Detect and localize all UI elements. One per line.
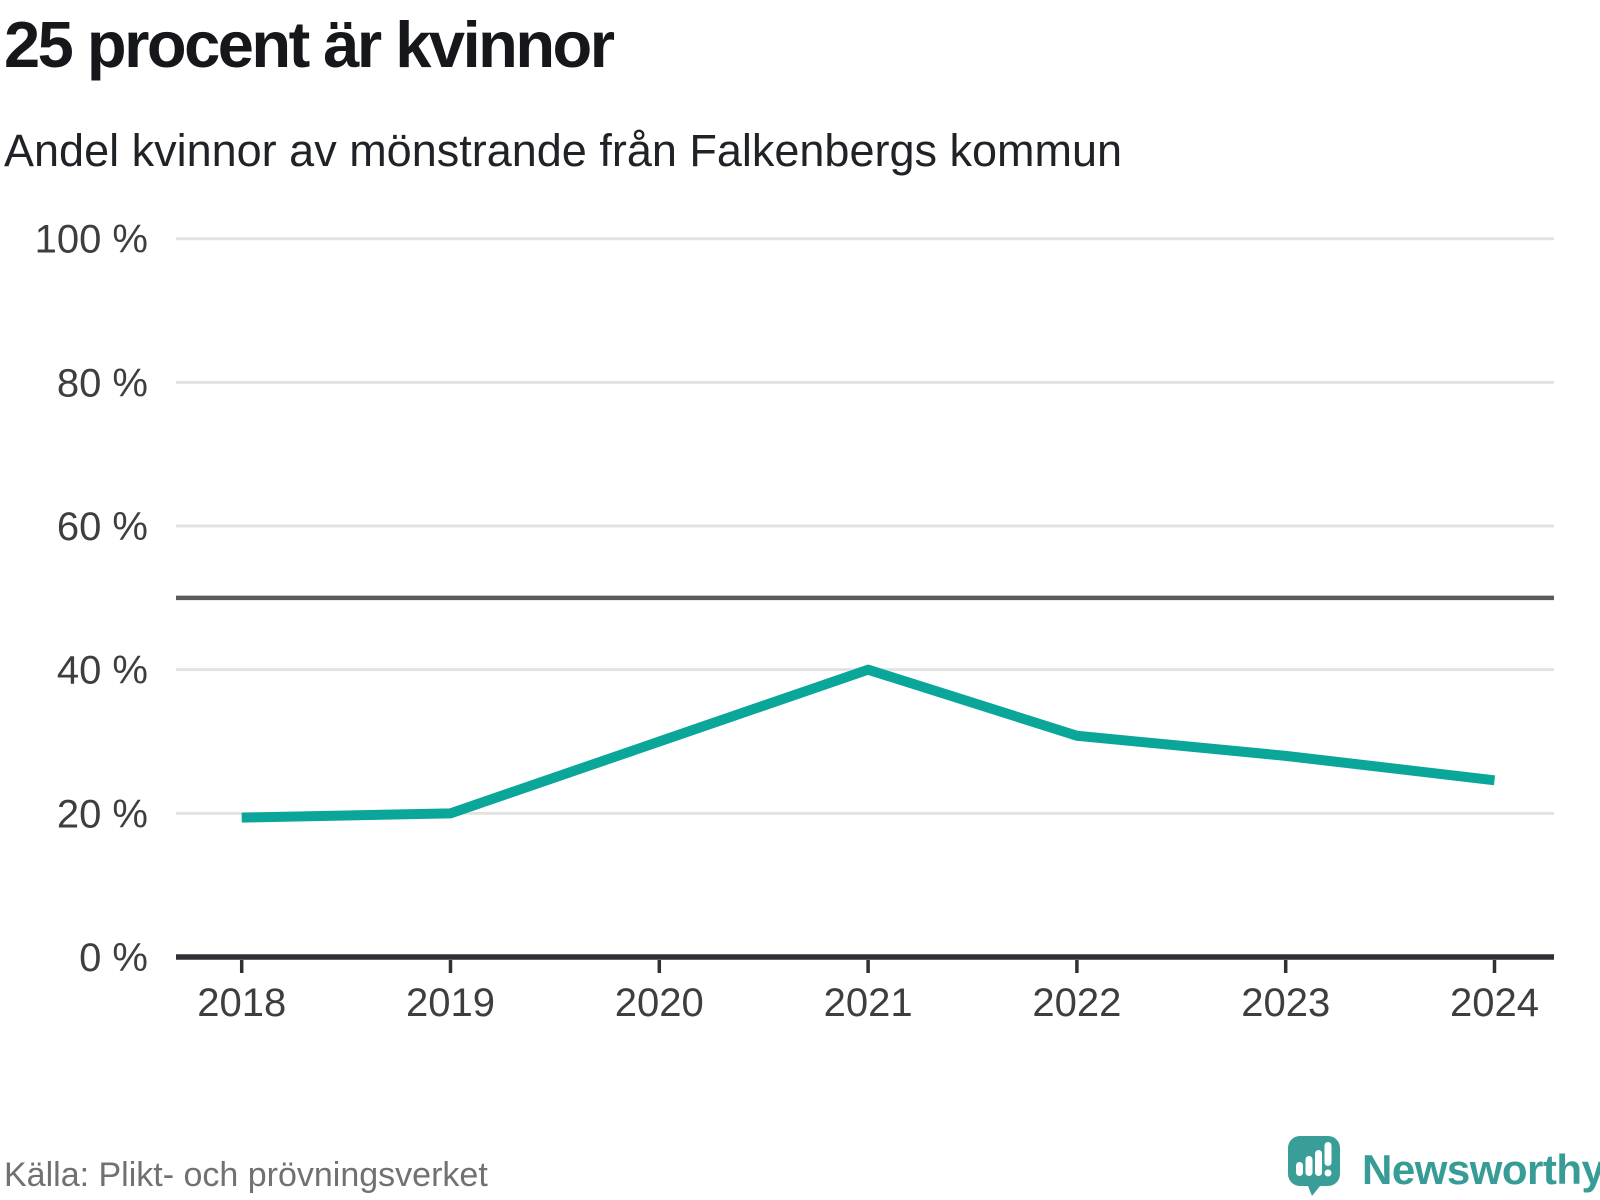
x-tick-label: 2021	[824, 981, 913, 1025]
brand-footer: Newsworthy	[1286, 1134, 1600, 1200]
y-tick-label: 60 %	[57, 505, 148, 549]
x-tick-label: 2020	[615, 981, 704, 1025]
page-title: 25 procent är kvinnor	[4, 8, 615, 81]
brand-wordmark: Newsworthy	[1362, 1146, 1600, 1193]
logo-barchart-icon	[1296, 1142, 1332, 1177]
x-tick-label: 2023	[1241, 981, 1330, 1025]
y-tick-label: 100 %	[35, 218, 148, 262]
x-tick-label: 2019	[406, 981, 495, 1025]
y-tick-label: 40 %	[57, 649, 148, 693]
y-tick-label: 80 %	[57, 361, 148, 405]
source-text: Källa: Plikt- och prövningsverket	[4, 1156, 488, 1194]
y-tick-label: 20 %	[57, 792, 148, 836]
x-tick-label: 2022	[1032, 981, 1121, 1025]
y-tick-label: 0 %	[79, 936, 148, 980]
data-line	[241, 664, 1496, 823]
x-tick-label: 2024	[1450, 981, 1539, 1025]
x-tick-label: 2018	[197, 981, 286, 1025]
newsworthy-logo-icon	[1288, 1136, 1340, 1196]
logo-speech-bubble	[1288, 1136, 1340, 1196]
chart-subtitle: Andel kvinnor av mönstrande från Falkenb…	[4, 125, 1123, 176]
